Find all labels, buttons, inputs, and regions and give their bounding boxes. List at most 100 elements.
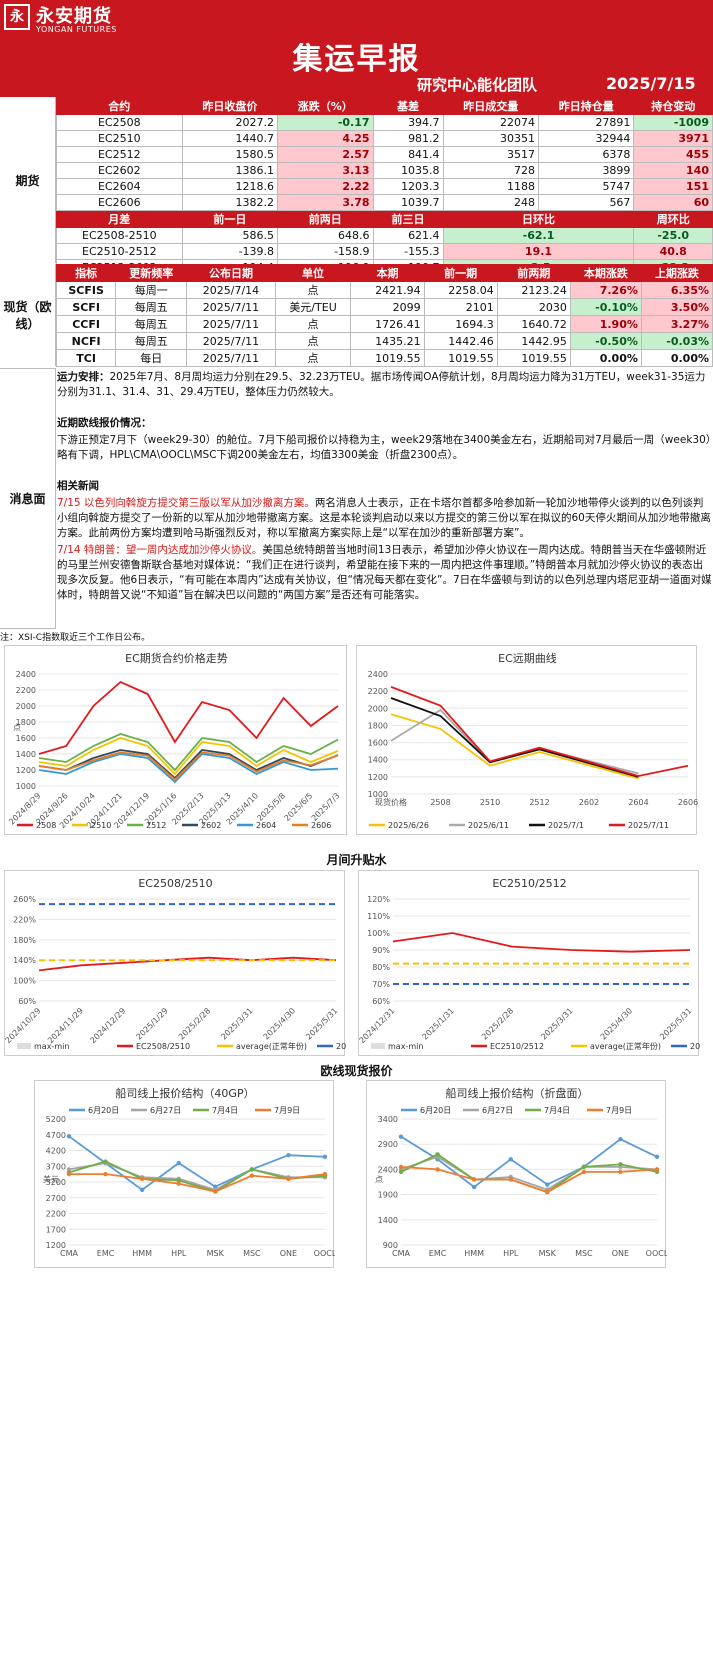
table-cell: 2.22	[277, 178, 374, 195]
y-tick-label: 1200	[46, 1241, 66, 1250]
column-header: 昨日收盘价	[181, 97, 279, 115]
table-row: TCI 每日 2025/7/11 点 1019.55 1019.55 1019.55 0.00…	[55, 349, 713, 367]
table-cell: 648.6	[277, 227, 374, 244]
x-tick-label: 2025/5/8	[255, 791, 287, 823]
data-point	[654, 1167, 660, 1172]
series-line-2604	[38, 753, 339, 784]
table-cell: 140	[633, 162, 713, 179]
chart-panel-futures: EC期货合约价格走势 1000 1200 1400 1600 1800 2000 2200 24…	[4, 645, 347, 835]
data-point	[249, 1173, 255, 1178]
y-tick-label: 1000	[368, 790, 388, 799]
y-tick-label: 1000	[16, 782, 36, 791]
table-cell: 1640.72	[496, 315, 571, 333]
quote-title: 近期欧线报价情况：	[57, 417, 152, 429]
data-point	[435, 1167, 440, 1172]
series-line-EC2510/2512	[392, 932, 691, 953]
data-point	[398, 1169, 404, 1175]
table-cell: 2099	[350, 298, 425, 316]
y-tick-label: 260%	[13, 895, 36, 904]
column-header: 公布日期	[186, 264, 276, 282]
chart-panel-forward: EC远期曲线 1000 1200 1400 1600 1800 2000 2200 2400 现货…	[356, 645, 698, 835]
data-point	[508, 1177, 513, 1182]
table-cell: 40.8	[633, 243, 713, 260]
x-tick-label: 2510	[480, 798, 500, 807]
y-tick-label: 2700	[46, 1194, 66, 1203]
legend-label: 6月27日	[150, 1106, 181, 1115]
table-cell: 每周五	[115, 332, 188, 350]
news-2-body: 美国总统特朗普当地时间13日表示，希望加沙停火协议在一周内达成。特朗普当天在华盛…	[57, 544, 712, 601]
data-point	[618, 1169, 623, 1175]
table-cell: 1440.7	[181, 130, 279, 147]
series-line-2510	[38, 737, 339, 776]
table-cell: 3.13	[277, 162, 374, 179]
table-cell: 1694.3	[423, 315, 498, 333]
table-cell: 841.4	[372, 146, 444, 163]
x-tick-label: 2025/5/31	[304, 1006, 339, 1041]
table-row: EC2602 1386.1 3.13 1035.8 728 3899 140	[56, 162, 713, 179]
spread-section-title: 月间升贴水	[326, 853, 387, 867]
x-tick-label: 2024/12/29	[88, 1006, 127, 1045]
table-cell: 2025/7/11	[186, 332, 276, 350]
legend-label: 2606	[311, 821, 331, 830]
table-cell: 1203.3	[372, 178, 444, 195]
table-cell: 1.90%	[569, 315, 642, 333]
table-cell: 2027.2	[181, 114, 279, 131]
y-tick-label: 2200	[368, 687, 388, 696]
data-point	[249, 1167, 255, 1172]
table-row: EC2508 2027.2 -0.17 394.7 22074 27891 -1009	[56, 114, 713, 131]
column-header: 单位	[274, 264, 352, 282]
table-row: 月差 前一日 前两日 前三日 日环比 周环比	[56, 210, 713, 228]
table-cell: 点	[274, 332, 352, 350]
y-axis-label: 点	[375, 1175, 383, 1184]
table-cell: 248	[442, 194, 540, 211]
table-cell: 1726.41	[350, 315, 425, 333]
legend-label: 2602	[201, 821, 221, 830]
column-header: 日环比	[442, 210, 635, 228]
table-cell: 32944	[537, 130, 635, 147]
table-cell: 567	[537, 194, 635, 211]
x-tick-label: 2024/11/29	[46, 1006, 85, 1045]
column-header: 月差	[56, 210, 183, 228]
x-tick-label: 2025/3/31	[219, 1006, 254, 1041]
table-cell: 3899	[537, 162, 635, 179]
series-line-2602	[38, 749, 339, 780]
column-header: 昨日成交量	[442, 97, 540, 115]
x-tick-label: 2025/1/31	[421, 1006, 456, 1041]
data-point	[545, 1182, 550, 1187]
table-cell: 3.27%	[640, 315, 713, 333]
table-row: CCFI 每周五 2025/7/11 点 1726.41 1694.3 1640.72 1.9…	[55, 315, 713, 333]
y-tick-label: 5200	[46, 1115, 66, 1124]
legend-label: 7月4日	[544, 1106, 570, 1115]
table-cell: 1218.6	[181, 178, 279, 195]
table-cell: 每周五	[115, 315, 188, 333]
x-tick-label: EMC	[429, 1249, 447, 1258]
spot-section-label: 现货（欧线）	[0, 264, 56, 366]
legend-label: max-min	[388, 1042, 423, 1051]
data-point	[471, 1184, 477, 1190]
index-name: SCFIS	[55, 281, 117, 299]
y-tick-label: 1900	[378, 1191, 398, 1200]
table-row: EC2510-2512 -139.8 -158.9 -155.3 19.1 40.8	[56, 243, 713, 260]
data-point	[139, 1176, 145, 1182]
table-cell: 每周五	[115, 298, 188, 316]
legend-label: EC2508/2510	[136, 1042, 190, 1051]
y-tick-label: 90%	[372, 946, 390, 955]
chart-panel-40gp: 船司线上报价结构（40GP） 1200 1700 2200 2700 3200 3700 42…	[34, 1080, 337, 1268]
capacity-title: 运力安排：	[57, 371, 110, 383]
column-header: 基差	[372, 97, 444, 115]
contract-name: EC2606	[56, 194, 183, 211]
contract-name: EC2602	[56, 162, 183, 179]
data-point	[286, 1153, 291, 1158]
y-tick-label: 70%	[372, 980, 390, 989]
x-tick-label: 2604	[628, 798, 648, 807]
table-cell: 728	[442, 162, 540, 179]
legend-label: average(正常年份)	[236, 1041, 307, 1051]
column-header: 涨跌（%）	[277, 97, 374, 115]
x-tick-label: MSC	[243, 1249, 261, 1258]
data-point	[545, 1189, 550, 1195]
table-row: EC2508-2510 586.5 648.6 621.4 -62.1 -25.0	[56, 227, 713, 244]
y-tick-label: 2200	[46, 1210, 66, 1219]
data-point	[471, 1177, 477, 1182]
futures-table: 合约 昨日收盘价 涨跌（%） 基差 昨日成交量 昨日持仓量 持仓变动 EC2508 2027.2…	[56, 97, 713, 276]
y-tick-label: 60%	[372, 997, 390, 1006]
